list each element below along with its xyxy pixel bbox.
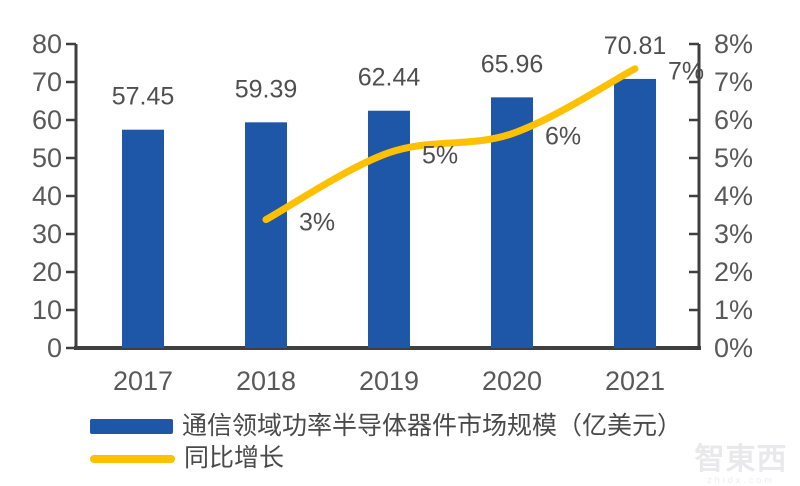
- growth-point-label: 5%: [422, 142, 458, 170]
- bar-value-label: 70.81: [604, 32, 667, 60]
- x-label-2021: 2021: [605, 366, 665, 396]
- right-axis-tick-label: 3%: [714, 219, 753, 249]
- left-axis-tick-label: 80: [32, 29, 62, 59]
- bar-value-label: 65.96: [481, 50, 544, 78]
- right-axis-tick-label: 5%: [714, 143, 753, 173]
- x-label-2020: 2020: [482, 366, 542, 396]
- growth-point-label: 3%: [299, 209, 335, 237]
- left-axis-tick-label: 40: [32, 181, 62, 211]
- right-axis-tick-label: 1%: [714, 295, 753, 325]
- right-axis-tick-label: 2%: [714, 257, 753, 287]
- right-axis-tick-label: 6%: [714, 105, 753, 135]
- watermark: 智東西 zhidx.com: [686, 434, 796, 485]
- right-axis-tick-label: 0%: [714, 333, 753, 363]
- right-axis-tick-label: 4%: [714, 181, 753, 211]
- left-axis-tick-label: 60: [32, 105, 62, 135]
- right-axis-tick-label: 8%: [714, 29, 753, 59]
- left-axis-tick-label: 0: [47, 333, 62, 363]
- left-axis-tick-label: 10: [32, 295, 62, 325]
- growth-point-label: 7%: [668, 58, 704, 86]
- bar-2017: [122, 129, 164, 348]
- legend-bar-swatch: [90, 419, 173, 434]
- left-axis-tick-label: 50: [32, 143, 62, 173]
- legend-label-market-size: 通信领域功率半导体器件市场规模（亿美元）: [182, 412, 683, 440]
- growth-point-label: 6%: [545, 123, 581, 151]
- legend-item-growth: 同比增长: [90, 445, 682, 472]
- left-axis-tick-label: 70: [32, 67, 62, 97]
- chart-legend: 通信领域功率半导体器件市场规模（亿美元） 同比增长: [90, 413, 682, 472]
- growth-line: [262, 65, 639, 224]
- watermark-logo-text: 智東西: [694, 443, 788, 476]
- x-label-2019: 2019: [359, 366, 419, 396]
- bar-2018: [245, 122, 287, 349]
- x-label-2018: 2018: [236, 366, 296, 396]
- legend-line-swatch: [90, 454, 175, 463]
- left-axis-tick-label: 30: [32, 219, 62, 249]
- bar-value-label: 59.39: [235, 75, 298, 103]
- bar-value-label: 62.44: [358, 64, 421, 92]
- x-label-2017: 2017: [113, 366, 173, 396]
- legend-item-market-size: 通信领域功率半导体器件市场规模（亿美元）: [90, 413, 682, 440]
- bar-2021: [614, 78, 656, 348]
- right-axis-tick-label: 7%: [714, 67, 753, 97]
- legend-label-growth: 同比增长: [184, 444, 285, 472]
- left-axis-tick-label: 20: [32, 257, 62, 287]
- bar-value-label: 57.45: [112, 83, 175, 111]
- watermark-domain-text: zhidx.com: [707, 475, 775, 485]
